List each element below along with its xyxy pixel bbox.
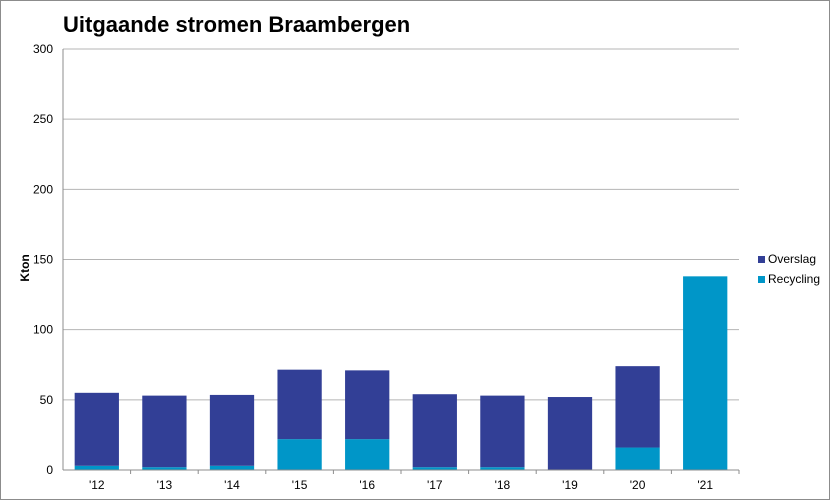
x-tick-label: '16: [359, 478, 375, 492]
legend-label: Recycling: [768, 272, 821, 286]
bar-overslag: [209, 394, 255, 466]
x-tick-label: '21: [697, 478, 713, 492]
y-axis-label: Kton: [18, 254, 32, 281]
gridlines: [63, 48, 739, 401]
legend: Overslag Recycling: [758, 249, 820, 289]
bar-overslag: [615, 366, 660, 448]
x-tick-label: '18: [495, 478, 511, 492]
x-tick-label: '19: [562, 478, 578, 492]
legend-label: Overslag: [768, 252, 817, 266]
y-tick-label: 100: [33, 323, 53, 337]
y-tick-label: 300: [33, 42, 53, 56]
x-tick-label: '20: [630, 478, 646, 492]
x-tick-label: '17: [427, 478, 443, 492]
bar-recycling: [142, 467, 187, 470]
bar-recycling: [74, 465, 119, 470]
bar-overslag: [277, 369, 322, 440]
bar-overslag: [480, 395, 525, 468]
bar-recycling: [615, 447, 660, 470]
axes: [62, 49, 739, 471]
y-tick-labels: 0 50 100 150 200 250 300: [33, 42, 53, 477]
bar-overslag: [74, 392, 119, 466]
bars: [74, 276, 740, 474]
x-tick-label: '15: [292, 478, 308, 492]
x-tick-labels: '12 '13 '14 '15 '16 '17 '18 '19 '20 '21: [89, 478, 713, 492]
y-tick-label: 250: [33, 112, 53, 126]
legend-item: Overslag: [758, 249, 820, 269]
y-tick-label: 50: [40, 393, 54, 407]
bar-overslag: [142, 395, 187, 468]
bar-recycling: [277, 439, 322, 470]
legend-swatch: [758, 255, 765, 263]
y-tick-label: 200: [33, 182, 53, 196]
bar-recycling: [683, 276, 728, 470]
bar-overslag: [412, 394, 457, 468]
y-tick-label: 150: [33, 253, 53, 267]
x-tick-label: '14: [224, 478, 240, 492]
bar-recycling: [209, 465, 255, 470]
y-tick-label: 0: [46, 463, 53, 477]
legend-swatch: [758, 275, 765, 283]
bar-recycling: [480, 467, 525, 470]
bar-overslag: [547, 397, 593, 470]
chart-title: Uitgaande stromen Braambergen: [63, 12, 411, 37]
bar-overslag: [345, 370, 390, 440]
x-tick-label: '12: [89, 478, 105, 492]
legend-item: Recycling: [758, 269, 820, 289]
x-tick-label: '13: [157, 478, 173, 492]
bar-recycling: [345, 439, 390, 470]
bar-recycling: [412, 467, 457, 470]
